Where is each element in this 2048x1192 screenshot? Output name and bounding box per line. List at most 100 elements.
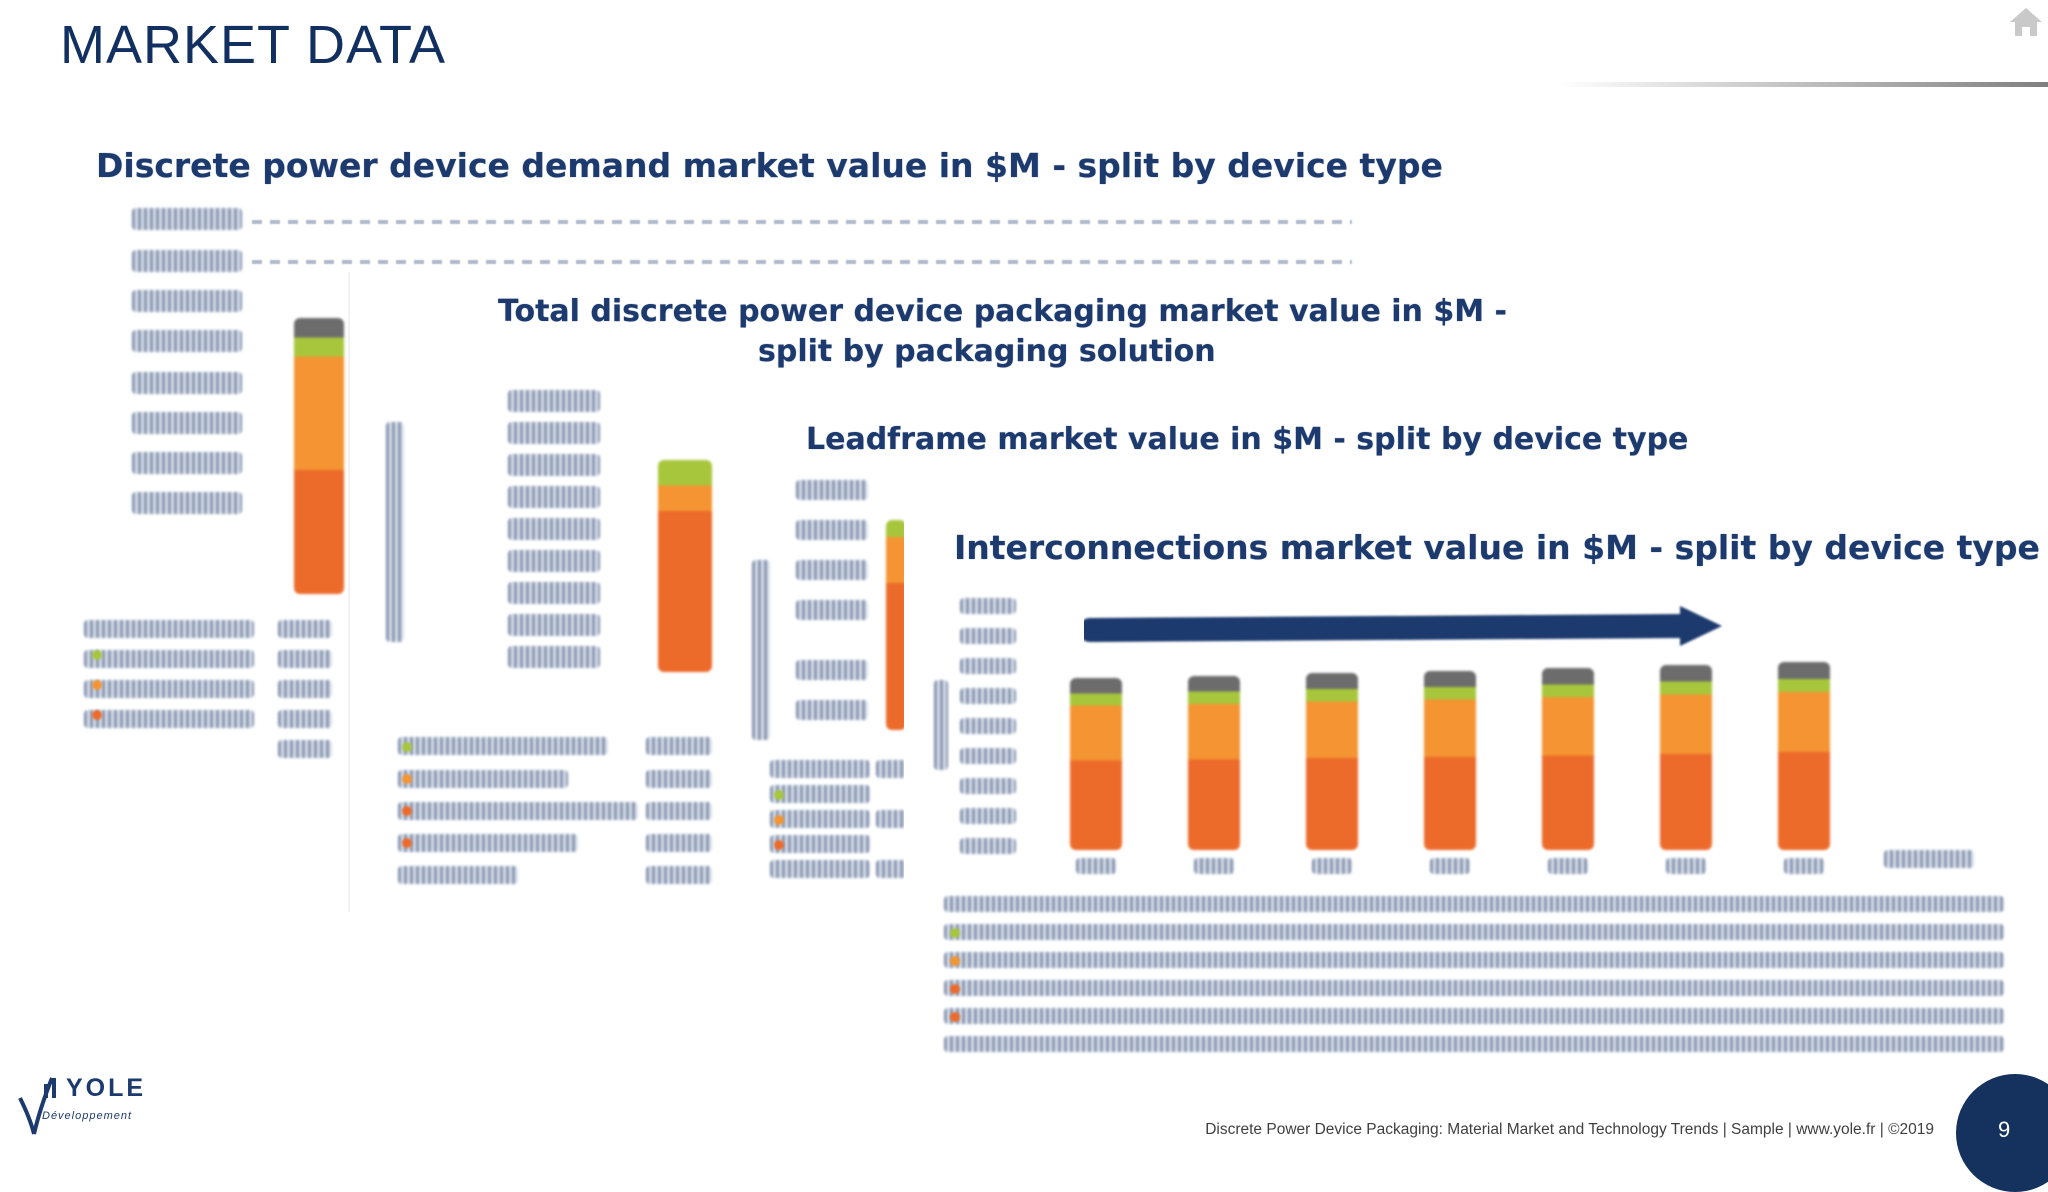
blurred-table-row bbox=[944, 924, 2004, 940]
legend-dot bbox=[402, 806, 412, 816]
blurred-row-label bbox=[508, 390, 600, 412]
blurred-table-cell bbox=[770, 760, 870, 778]
stacked-bar bbox=[294, 318, 344, 594]
blurred-row-label bbox=[796, 600, 868, 620]
blurred-table-cell bbox=[84, 710, 254, 728]
blurred-table-cell bbox=[278, 620, 332, 638]
legend-dot bbox=[950, 956, 960, 966]
blurred-row-label bbox=[796, 520, 868, 540]
blurred-row-label bbox=[508, 454, 600, 476]
panel-device-demand: Discrete power device demand market valu… bbox=[72, 140, 1443, 840]
blurred-table-cell bbox=[278, 710, 332, 728]
blurred-table-cell bbox=[876, 760, 906, 778]
logo-mark-icon bbox=[18, 1077, 56, 1135]
blurred-y-tick bbox=[960, 748, 1016, 764]
blurred-row-label bbox=[132, 452, 242, 474]
logo-name: YOLE bbox=[66, 1074, 147, 1102]
blurred-row-label bbox=[508, 486, 600, 508]
blurred-table-cell bbox=[770, 860, 870, 878]
legend-dot bbox=[402, 838, 412, 848]
blurred-row-label bbox=[796, 660, 868, 680]
page-number: 9 bbox=[1998, 1117, 2011, 1142]
blurred-y-tick bbox=[960, 778, 1016, 794]
blurred-y-tick bbox=[960, 598, 1016, 614]
blurred-table-cell bbox=[770, 835, 870, 853]
blurred-x-label bbox=[1430, 858, 1470, 874]
stacked-bar bbox=[1188, 676, 1240, 850]
blurred-y-tick bbox=[960, 838, 1016, 854]
blurred-y-tick bbox=[960, 718, 1016, 734]
blurred-row-label bbox=[508, 614, 600, 636]
stacked-bar bbox=[886, 520, 906, 730]
stacked-bar bbox=[1778, 662, 1830, 850]
blurred-x-label bbox=[1194, 858, 1234, 874]
blurred-table-cell bbox=[646, 770, 712, 788]
blurred-table-cell bbox=[646, 737, 712, 755]
blurred-row-label bbox=[132, 250, 242, 272]
blurred-row-label bbox=[508, 518, 600, 540]
legend-dot bbox=[92, 650, 102, 660]
blurred-table-cell bbox=[278, 680, 332, 698]
blurred-table-cell bbox=[646, 866, 712, 884]
trend-arrow bbox=[1084, 606, 1722, 646]
blurred-table-cell bbox=[398, 802, 638, 820]
logo-subtitle: Développement bbox=[42, 1110, 133, 1122]
blurred-row-label bbox=[132, 208, 242, 230]
blurred-table-cell bbox=[876, 810, 906, 828]
blurred-x-label bbox=[1548, 858, 1588, 874]
blurred-table-row bbox=[944, 1036, 2004, 1052]
blurred-row-label bbox=[132, 492, 242, 514]
blurred-grid-line bbox=[252, 220, 1352, 224]
blurred-table-row bbox=[944, 896, 2004, 912]
blurred-table-cell bbox=[398, 770, 568, 788]
blurred-table-row bbox=[944, 1008, 2004, 1024]
blurred-row-label bbox=[508, 582, 600, 604]
blurred-row-label bbox=[508, 422, 600, 444]
legend-dot bbox=[402, 742, 412, 752]
blurred-table-cell bbox=[278, 740, 332, 758]
blurred-table-cell bbox=[398, 834, 578, 852]
blurred-x-label bbox=[1884, 850, 1974, 868]
panel-interconnections-title: Interconnections market value in $M - sp… bbox=[954, 528, 2040, 567]
blurred-table-cell bbox=[646, 834, 712, 852]
legend-dot bbox=[402, 774, 412, 784]
stacked-bar bbox=[1070, 678, 1122, 850]
blurred-row-label bbox=[132, 412, 242, 434]
blurred-table-row bbox=[944, 980, 2004, 996]
stacked-bar bbox=[1424, 671, 1476, 850]
panel-device-demand-title: Discrete power device demand market valu… bbox=[96, 146, 1443, 185]
legend-dot bbox=[774, 840, 784, 850]
blurred-table-cell bbox=[770, 810, 870, 828]
page-title: MARKET DATA bbox=[60, 15, 447, 75]
home-icon[interactable] bbox=[2006, 2, 2046, 42]
blurred-row-label bbox=[508, 646, 600, 668]
blurred-table-cell bbox=[84, 650, 254, 668]
blurred-axis-label bbox=[752, 560, 770, 740]
blurred-row-label bbox=[796, 700, 868, 720]
blurred-row-label bbox=[132, 372, 242, 394]
stacked-bar bbox=[1660, 665, 1712, 850]
stacked-bar bbox=[1306, 673, 1358, 850]
blurred-x-label bbox=[1076, 858, 1116, 874]
blurred-table-cell bbox=[876, 860, 906, 878]
blurred-row-label bbox=[132, 290, 242, 312]
blurred-x-label bbox=[1312, 858, 1352, 874]
blurred-y-tick bbox=[960, 628, 1016, 644]
stacked-bar bbox=[1542, 668, 1594, 850]
blurred-row-label bbox=[796, 560, 868, 580]
blurred-y-tick bbox=[960, 808, 1016, 824]
blurred-table-cell bbox=[84, 620, 254, 638]
title-divider bbox=[1560, 82, 2048, 87]
blurred-table-cell bbox=[278, 650, 332, 668]
blurred-axis-label bbox=[934, 680, 948, 770]
panel-packaging-title-line2: split by packaging solution bbox=[758, 334, 1216, 369]
blurred-row-label bbox=[508, 550, 600, 572]
yole-logo: YOLE Développement bbox=[16, 1068, 166, 1138]
blurred-table-row bbox=[944, 952, 2004, 968]
legend-dot bbox=[774, 790, 784, 800]
blurred-axis-label bbox=[386, 422, 404, 642]
blurred-table-cell bbox=[398, 737, 608, 755]
legend-dot bbox=[92, 710, 102, 720]
blurred-x-label bbox=[1784, 858, 1824, 874]
panel-packaging-title-line1: Total discrete power device packaging ma… bbox=[498, 294, 1507, 329]
